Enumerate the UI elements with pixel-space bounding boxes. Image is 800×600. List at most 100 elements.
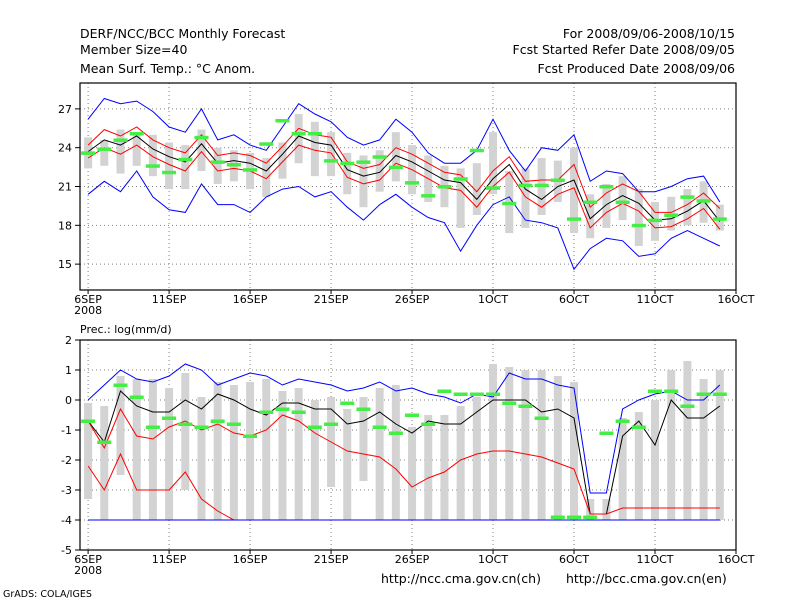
observed-mark — [372, 155, 387, 159]
observed-mark — [97, 440, 112, 444]
x-tick-label: 16SEP — [233, 553, 268, 566]
ensemble-bar — [359, 397, 368, 481]
observed-mark — [453, 177, 468, 181]
ensemble-bar — [246, 382, 255, 520]
ensemble-bar — [148, 379, 157, 520]
x-tick-label: 11OCT — [636, 293, 673, 306]
ensemble-bar — [472, 163, 481, 215]
ensemble-bar — [586, 499, 595, 520]
observed-mark — [421, 422, 436, 426]
ensemble-bar — [294, 114, 303, 164]
x-tick-label: 11SEP — [152, 553, 187, 566]
observed-mark — [469, 392, 484, 396]
footer-url-bcc[interactable]: http://bcc.cma.gov.cn(en) — [566, 571, 727, 586]
ensemble-bar — [278, 391, 287, 520]
ensemble-bar — [667, 370, 676, 520]
x-tick-label: 16OCT — [717, 553, 754, 566]
ensemble-bar — [408, 427, 417, 520]
y-tick-label: 0 — [65, 394, 72, 407]
observed-mark — [453, 392, 468, 396]
ensemble-bar — [683, 189, 692, 226]
observed-mark — [145, 425, 160, 429]
ensemble-bar — [634, 189, 643, 247]
y-tick-label: -1 — [61, 424, 72, 437]
observed-mark — [405, 413, 420, 417]
observed-mark — [388, 431, 403, 435]
observed-mark — [162, 170, 177, 175]
observed-mark — [194, 425, 209, 429]
ensemble-bar — [262, 379, 271, 520]
observed-mark — [648, 218, 663, 223]
observed-mark — [226, 422, 241, 426]
ensemble-bar — [699, 379, 708, 520]
ensemble-bar — [294, 388, 303, 520]
y-tick-label: 24 — [58, 142, 72, 155]
observed-mark — [567, 515, 582, 519]
observed-mark — [486, 392, 501, 396]
y-tick-label: -2 — [61, 454, 72, 467]
observed-mark — [664, 389, 679, 393]
y-tick-label: 2 — [65, 334, 72, 347]
ensemble-bar — [375, 150, 384, 192]
observed-mark — [210, 160, 225, 164]
observed-mark — [178, 157, 193, 162]
ensemble-bar — [359, 155, 368, 208]
header-variable: Mean Surf. Temp.: °C Anom. — [80, 61, 255, 76]
ensemble-bar — [262, 158, 271, 197]
ensemble-bar — [84, 403, 93, 499]
observed-mark — [307, 425, 322, 429]
y-tick-label: 1 — [65, 364, 72, 377]
ensemble-bar — [116, 129, 125, 174]
x-tick-label: 21SEP — [314, 293, 349, 306]
observed-mark — [631, 425, 646, 429]
series-upper-line — [87, 126, 721, 213]
observed-mark — [129, 395, 144, 399]
x-tick-label: 6SEP — [74, 293, 102, 306]
y-tick-label: 27 — [58, 103, 72, 116]
series-upper-line — [87, 407, 720, 515]
observed-mark — [81, 151, 96, 155]
observed-mark — [502, 201, 517, 206]
x-tick-label: 16OCT — [717, 293, 754, 306]
observed-mark — [226, 163, 241, 167]
footer-credit: GrADS: COLA/IGES — [3, 589, 92, 600]
ensemble-bar — [424, 415, 433, 520]
ensemble-bar — [602, 183, 611, 228]
series-min-line — [87, 170, 721, 271]
ensemble-bar — [570, 382, 579, 520]
ensemble-bar — [197, 129, 206, 171]
y-tick-label: -4 — [61, 514, 72, 527]
ensemble-bar — [100, 139, 109, 166]
observed-mark — [534, 183, 549, 188]
observed-mark — [664, 213, 679, 217]
header-title: DERF/NCC/BCC Monthly Forecast — [80, 26, 285, 41]
observed-mark — [518, 183, 533, 188]
x-tick-sublabel: 2008 — [74, 304, 102, 317]
series-lower-line — [87, 144, 721, 230]
series-mean-line — [87, 390, 721, 515]
observed-mark — [356, 160, 371, 164]
ensemble-bar — [505, 367, 514, 520]
observed-mark — [178, 422, 193, 426]
observed-mark — [583, 515, 598, 519]
observed-mark — [275, 407, 290, 411]
y-tick-label: 21 — [58, 181, 72, 194]
ensemble-bar — [586, 194, 595, 239]
observed-mark — [486, 186, 501, 190]
observed-mark — [421, 194, 436, 198]
ensemble-bar — [715, 370, 724, 520]
ensemble-bar — [116, 376, 125, 475]
ensemble-bar — [602, 499, 611, 520]
header: DERF/NCC/BCC Monthly Forecast Member Siz… — [80, 26, 735, 76]
x-tick-label: 11SEP — [152, 293, 187, 306]
footer-url-ncc[interactable]: http://ncc.cma.gov.cn(ch) — [381, 571, 541, 586]
x-tick-label: 6OCT — [559, 553, 589, 566]
y-tick-label: 15 — [58, 258, 72, 271]
observed-mark — [129, 131, 144, 136]
observed-mark — [259, 142, 274, 146]
y-tick-label: 18 — [58, 219, 72, 232]
ensemble-bar — [197, 397, 206, 520]
